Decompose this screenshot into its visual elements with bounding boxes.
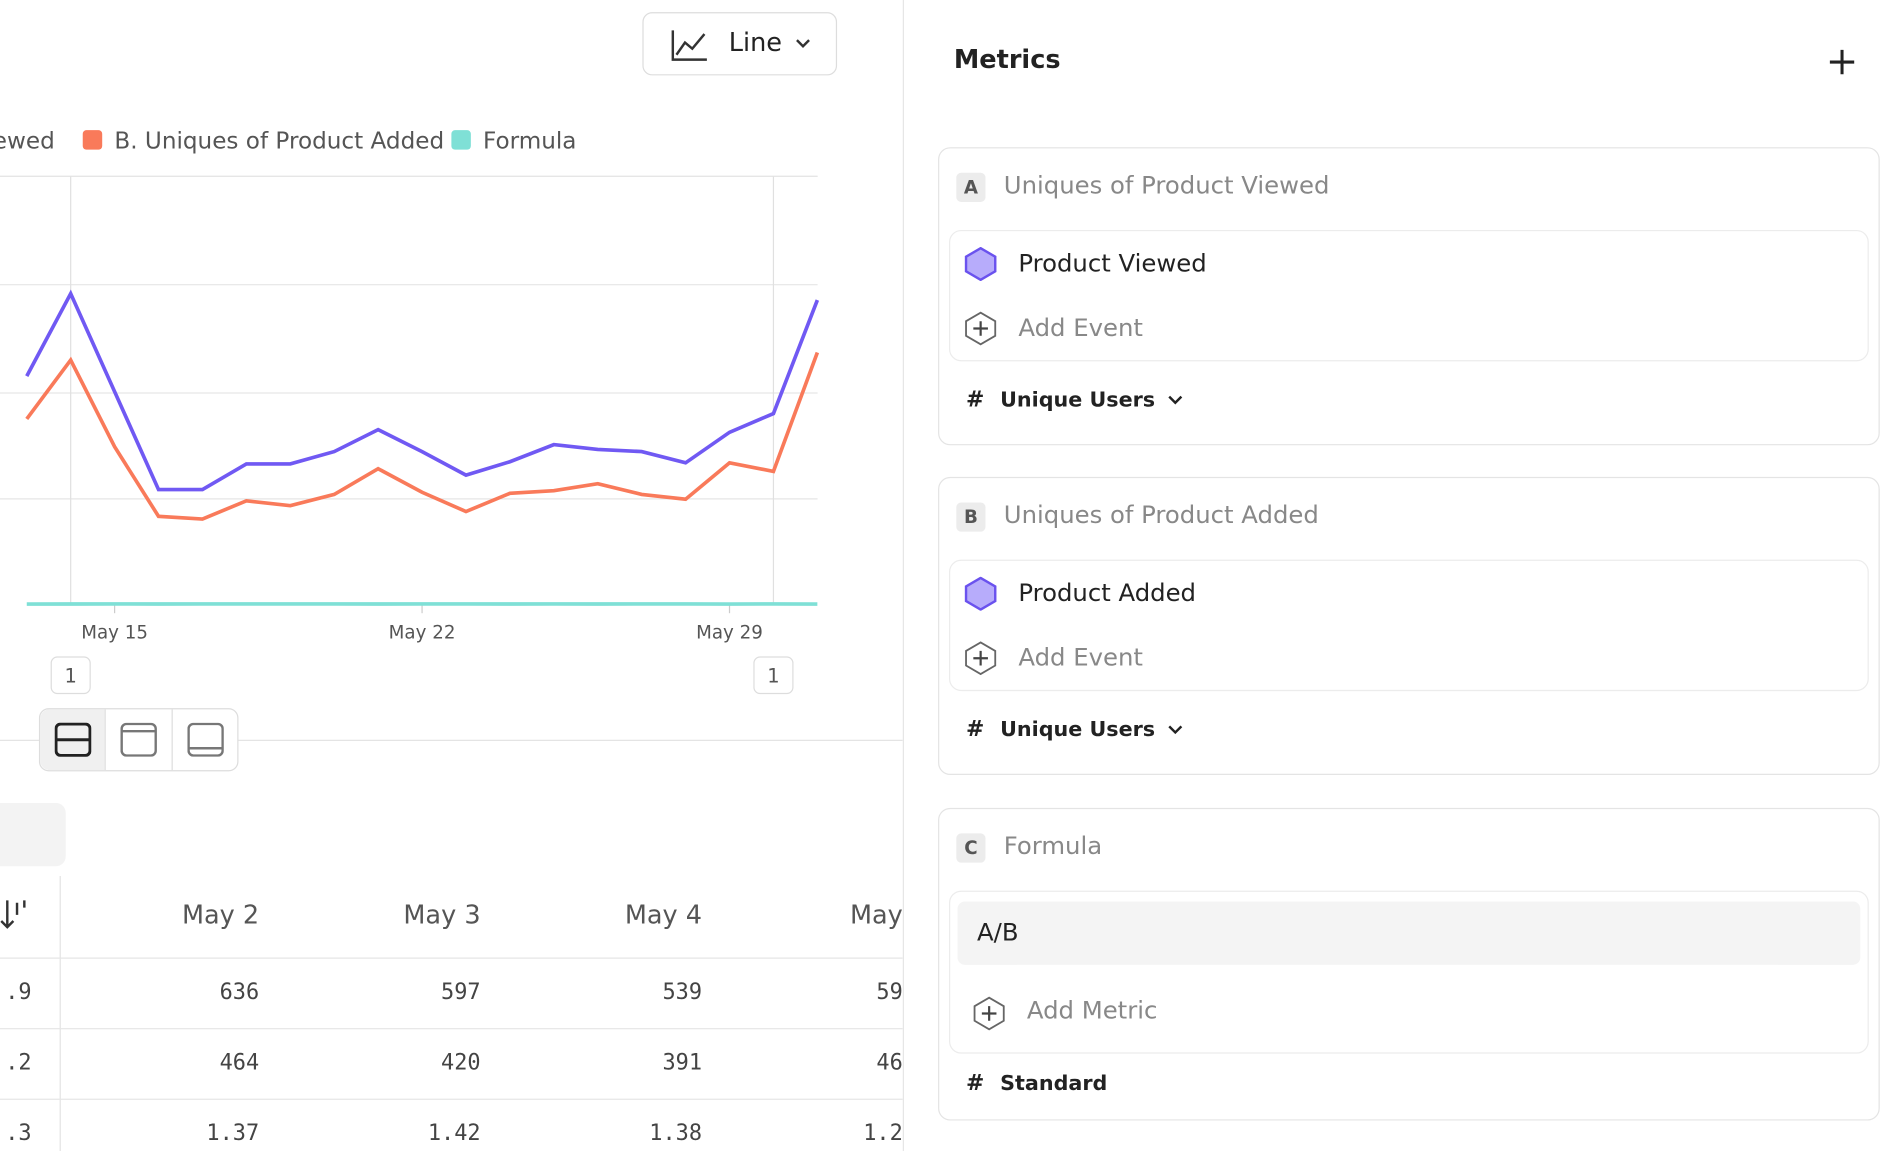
add-icon xyxy=(965,311,997,346)
chart-type-button[interactable]: Line xyxy=(642,12,838,76)
measure-select[interactable]: Unique Users xyxy=(1000,388,1184,412)
layout-table[interactable] xyxy=(172,709,237,770)
table-cell: 59 xyxy=(876,979,903,1005)
event-name: Product Added xyxy=(1018,577,1197,608)
layout-toggle xyxy=(38,708,239,772)
divider xyxy=(0,739,903,741)
table-cell: .9 xyxy=(5,979,32,1005)
event-icon xyxy=(964,246,997,282)
formula-input[interactable]: A/B xyxy=(957,901,1861,965)
table-cell: 1.38 xyxy=(649,1120,703,1147)
column-header: May 3 xyxy=(403,900,481,930)
legend-label: Formula xyxy=(483,128,576,154)
table-cell: 1.37 xyxy=(206,1120,260,1147)
column-divider xyxy=(59,876,61,1151)
column-header: May 2 xyxy=(181,900,260,930)
table-cell: .3 xyxy=(5,1120,32,1147)
chevron xyxy=(1168,725,1183,735)
row-divider xyxy=(0,1098,903,1100)
metrics-panel: Metrics A Uniques of Product Viewed Produc… xyxy=(902,0,1898,1151)
measure-select[interactable]: Unique Users xyxy=(1000,718,1184,742)
sort-icon[interactable] xyxy=(0,898,29,932)
formula-text: A/B xyxy=(976,917,1019,947)
metric-title: Uniques of Product Added xyxy=(1003,500,1319,530)
row-divider xyxy=(0,957,903,959)
table-cell: 464 xyxy=(219,1049,260,1076)
add-icon xyxy=(973,996,1005,1031)
metric-title: Formula xyxy=(1003,830,1103,861)
table-cell: 636 xyxy=(219,979,260,1005)
legend-swatch xyxy=(451,130,471,150)
table-cell: 1.42 xyxy=(427,1120,481,1147)
metric-card: B Uniques of Product Added Product Added Ad… xyxy=(938,476,1880,776)
event-name: Product Viewed xyxy=(1018,248,1207,278)
chart-type-label: Line xyxy=(728,27,783,58)
table-cell: .2 xyxy=(5,1049,32,1076)
metric-card: A Uniques of Product Viewed Product Viewed… xyxy=(938,147,1880,446)
metric-title: Uniques of Product Viewed xyxy=(1003,170,1330,200)
table-cell: 597 xyxy=(441,979,481,1005)
measure-icon: # xyxy=(966,1070,985,1097)
table-cell: 539 xyxy=(662,979,703,1005)
x-tick-label: May 22 xyxy=(389,623,456,644)
series-line xyxy=(25,289,820,492)
metric-letter: A xyxy=(956,172,986,202)
layout-split[interactable] xyxy=(40,709,107,771)
event-icon xyxy=(964,576,997,611)
legend-label: A. Uniques of Product Viewed xyxy=(0,128,55,154)
table-cell: 1.2 xyxy=(863,1120,903,1147)
measure-icon: # xyxy=(966,716,985,743)
add-metric[interactable]: Add Metric xyxy=(1026,995,1158,1025)
annotation-badge xyxy=(753,656,794,695)
annotation-badge xyxy=(50,656,91,695)
add-icon xyxy=(965,641,997,676)
x-tick-label: May 15 xyxy=(81,623,148,644)
table-cell: 420 xyxy=(441,1049,481,1076)
metric-card: C Formula A/B Add Metric # Standard xyxy=(938,807,1880,1121)
add-event[interactable]: Add Event xyxy=(1018,312,1143,342)
row-divider xyxy=(0,1028,903,1030)
series-line xyxy=(25,351,820,521)
table-cell: 46 xyxy=(876,1049,903,1076)
add-event[interactable]: Add Event xyxy=(1018,642,1143,672)
annotation-label: 1 xyxy=(767,665,779,688)
legend-label: B. Uniques of Product Added xyxy=(114,128,444,154)
panel-title: Metrics xyxy=(953,45,1061,75)
metric-body: Product Added Add Event xyxy=(949,559,1869,692)
search-box[interactable] xyxy=(0,803,66,867)
line-icon xyxy=(671,30,707,61)
legend-swatch xyxy=(82,130,103,150)
table-cell: 391 xyxy=(662,1049,703,1076)
column-header: May 4 xyxy=(624,900,703,930)
chevron xyxy=(1168,395,1183,405)
x-tick-label: May 29 xyxy=(696,623,763,644)
measure-select[interactable]: Standard xyxy=(1000,1071,1108,1097)
layout-chart[interactable] xyxy=(106,709,173,771)
chevron xyxy=(796,39,810,48)
annotation-label: 1 xyxy=(64,665,76,688)
metric-body: A/B Add Metric xyxy=(949,890,1869,1054)
add-metric-button[interactable] xyxy=(1829,49,1856,76)
metric-letter: B xyxy=(956,502,986,532)
measure-icon: # xyxy=(966,386,985,413)
metric-letter: C xyxy=(956,833,986,863)
metric-body: Product Viewed Add Event xyxy=(949,229,1869,362)
column-header: May xyxy=(849,900,903,930)
